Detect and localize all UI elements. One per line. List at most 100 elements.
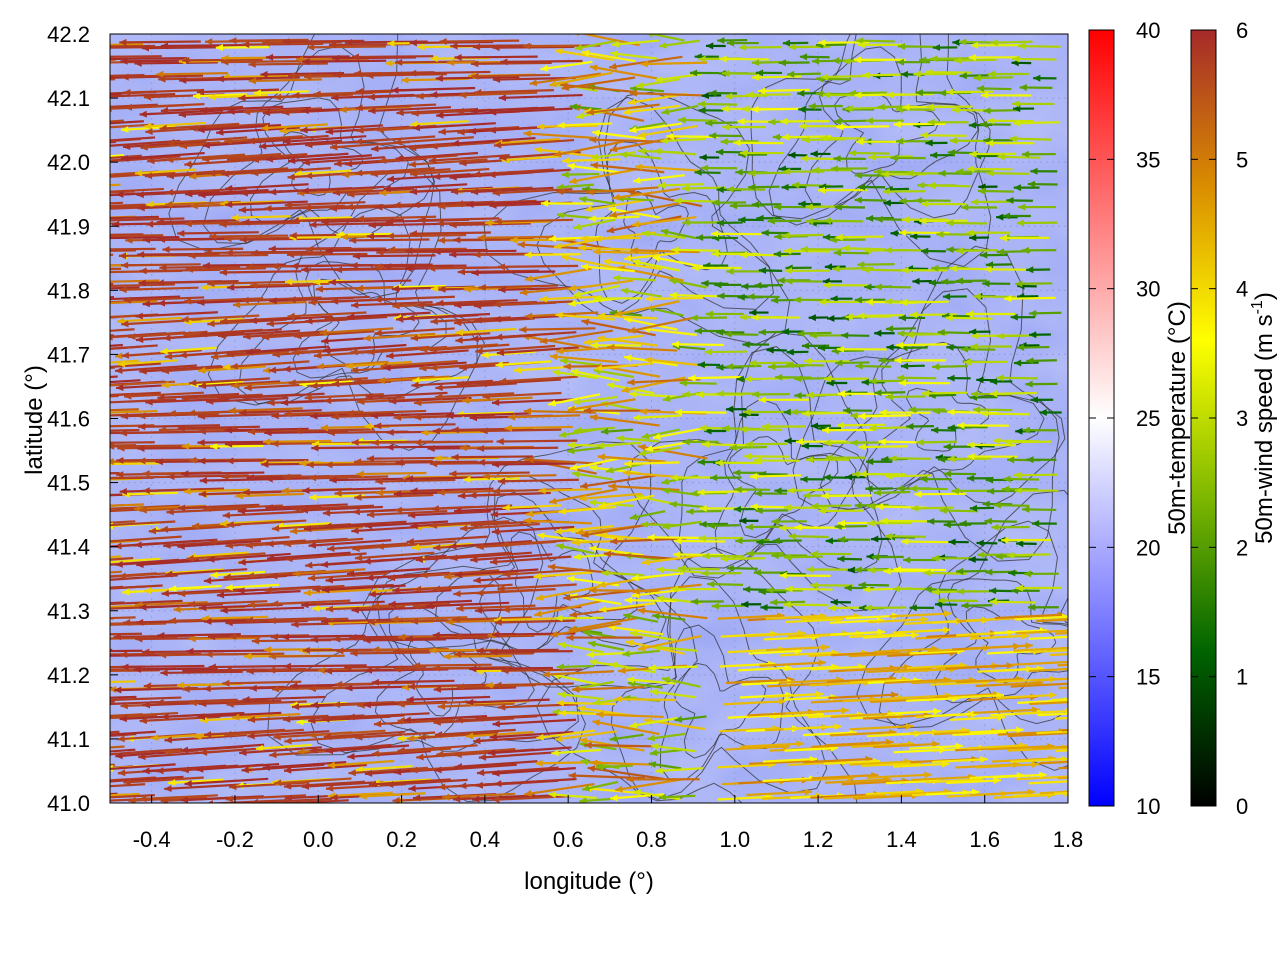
wind-vector: [837, 536, 871, 544]
wind-vector: [553, 140, 625, 158]
wind-vector: [835, 233, 884, 241]
wind-vector: [733, 139, 784, 147]
wind-vector: [1029, 309, 1062, 317]
wind-vector: [874, 329, 895, 337]
wind-vector: [758, 396, 810, 404]
wind-vector: [893, 760, 950, 768]
wind-vector: [141, 44, 225, 52]
wind-vector: [808, 102, 843, 110]
wind-vector: [110, 123, 154, 129]
wind-vector: [943, 443, 972, 451]
wind-vector: [765, 690, 824, 698]
wind-vector: [110, 732, 137, 737]
wind-vector: [413, 438, 494, 446]
wind-vector: [354, 551, 435, 562]
wind-vector: [110, 359, 139, 364]
wind-vector: [555, 48, 615, 62]
wind-vector: [592, 129, 646, 140]
wind-vector: [1013, 471, 1058, 479]
wind-vector: [580, 263, 635, 273]
wind-vector: [301, 600, 385, 609]
wind-vector: [164, 733, 247, 744]
wind-vector: [556, 699, 616, 707]
wind-vector: [471, 60, 552, 68]
wind-vector: [884, 532, 926, 540]
wind-vector: [267, 666, 349, 674]
wind-vector: [1036, 730, 1068, 735]
wind-vector: [833, 249, 869, 257]
wind-vector: [710, 230, 763, 238]
wind-vector: [969, 234, 989, 242]
wind-vectors: [110, 34, 1068, 803]
wind-vector: [453, 650, 534, 658]
wind-vector: [255, 743, 312, 752]
wind-vector: [454, 53, 538, 61]
y-axis-label: latitude (°): [21, 365, 48, 475]
y-tick-label: 42.1: [47, 86, 90, 111]
wind-vector: [110, 171, 176, 178]
wind-vector: [287, 154, 372, 165]
wind-vector: [344, 664, 427, 671]
wind-vector: [205, 397, 289, 405]
wind-vector: [989, 378, 1013, 385]
wind-vector: [499, 375, 579, 385]
wind-vector: [1007, 731, 1068, 738]
contour-line: [727, 435, 839, 539]
wind-vector: [848, 149, 890, 157]
wind-vector: [387, 246, 467, 254]
wind-vector: [766, 346, 787, 354]
wind-vector: [181, 314, 260, 323]
wind-vector: [1030, 167, 1058, 175]
wind-vector: [260, 123, 328, 132]
wind-vector: [110, 669, 160, 673]
wind-vector: [749, 472, 802, 480]
wind-vector: [739, 517, 759, 525]
wind-vector: [824, 263, 846, 271]
wind-vector: [721, 69, 762, 77]
wind-vector: [755, 507, 789, 515]
wind-vector: [637, 607, 708, 620]
wind-vector: [289, 525, 364, 535]
wind-vector: [1031, 745, 1068, 750]
wind-vector: [1012, 55, 1057, 63]
wind-vector: [230, 360, 310, 370]
wind-vector: [650, 688, 697, 699]
wind-vector: [691, 264, 742, 272]
wind-vector: [371, 601, 451, 610]
wind-vector: [222, 510, 304, 519]
wind-vector: [972, 406, 1013, 414]
wind-vector: [868, 616, 929, 624]
wind-vector: [1023, 570, 1059, 578]
wind-vector: [711, 602, 749, 610]
wind-vector: [110, 556, 134, 561]
wind-vector: [324, 520, 407, 530]
x-tick-label: 0.2: [386, 827, 417, 852]
wind-vector: [110, 58, 116, 61]
wind-vector: [569, 103, 602, 111]
wind-vector: [475, 344, 556, 355]
wind-vector: [609, 135, 682, 153]
wind-vector: [226, 700, 307, 708]
wind-vector: [110, 247, 156, 251]
wind-vector: [707, 522, 740, 530]
wind-vector: [364, 520, 449, 530]
wind-vector: [224, 728, 304, 738]
wind-vector: [921, 200, 967, 208]
wind-vector: [1006, 196, 1033, 204]
wind-vector: [435, 382, 517, 392]
colorbar-tick-label: 40: [1136, 18, 1160, 43]
wind-vector: [110, 680, 136, 684]
wind-vector: [566, 634, 643, 642]
wind-vector: [556, 543, 595, 555]
wind-vector: [748, 183, 780, 191]
wind-vector: [350, 262, 433, 270]
wind-vector: [110, 792, 140, 797]
wind-vector: [830, 628, 885, 636]
wind-vector: [557, 121, 613, 129]
wind-vector: [835, 359, 870, 367]
wind-vector: [701, 92, 722, 100]
wind-vector: [493, 138, 575, 149]
wind-vector: [590, 759, 659, 767]
wind-vector: [232, 300, 307, 309]
wind-vector: [704, 427, 727, 435]
